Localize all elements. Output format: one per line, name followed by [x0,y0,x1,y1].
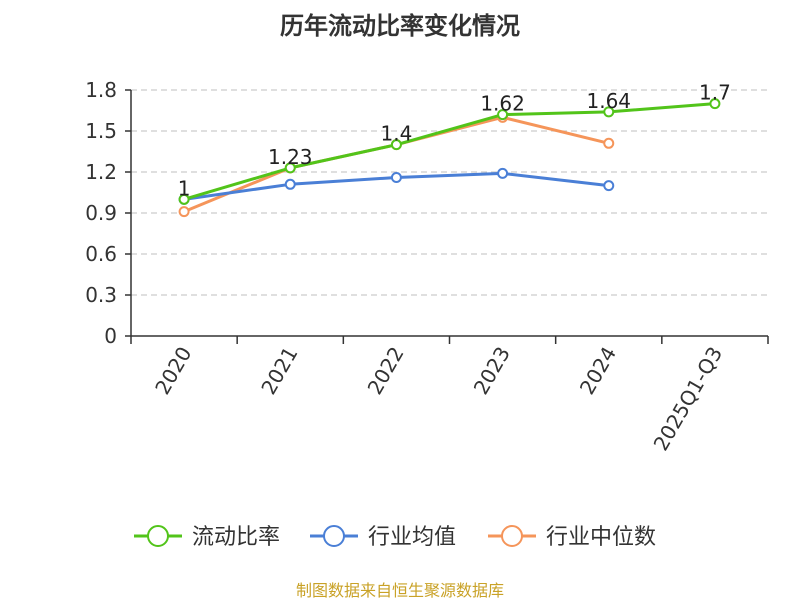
x-tick-label: 2023 [469,343,515,399]
legend-label: 行业均值 [368,525,456,550]
data-point [603,137,615,149]
legend-swatch-marker [501,525,523,547]
data-point [178,193,190,205]
axes: 0 0.3 0.6 0.9 1.2 1.5 1.8 2020 2021 2022 2023 2024 2… [85,78,769,455]
y-tick-label: 1.5 [85,119,117,143]
source-note: 制图数据来自恒生聚源数据库 [296,581,504,600]
grid-lines [131,89,768,296]
data-point [390,171,402,183]
legend-item[interactable]: 行业均值 [310,525,456,550]
y-tick-label: 0.9 [85,201,117,225]
y-tick-label: 0.6 [85,242,117,266]
data-label: 1.62 [480,92,525,116]
chart-title: 历年流动比率变化情况 [280,12,520,40]
data-point [497,109,509,121]
data-point [497,167,509,179]
data-label: 1.23 [268,145,313,169]
x-tick-label: 2022 [363,343,409,399]
data-point [390,139,402,151]
x-tick-label: 2021 [256,343,302,399]
data-label: 1.7 [699,81,731,105]
data-point [709,98,721,110]
data-point [284,178,296,190]
x-tick-label: 2024 [575,343,621,399]
y-tick-label: 1.2 [85,160,117,184]
y-tick-label: 0.3 [85,283,117,307]
series-lines [178,98,721,218]
legend-item[interactable]: 行业中位数 [488,525,656,550]
data-label: 1.4 [381,122,413,146]
legend-label: 行业中位数 [546,525,656,550]
data-labels: 1 1.23 1.4 1.62 1.64 1.7 [178,81,731,201]
data-point [603,106,615,118]
legend[interactable]: 流动比率 行业均值 行业中位数 [134,525,656,550]
series-line [182,102,717,201]
data-point [178,206,190,218]
legend-label: 流动比率 [192,525,280,550]
x-tick-label: 2020 [150,343,196,399]
y-tick-label: 0 [104,324,117,348]
data-label: 1.64 [586,89,631,113]
data-point [284,162,296,174]
x-tick-label: 2025Q1-Q3 [649,343,728,455]
legend-item[interactable]: 流动比率 [134,525,280,550]
legend-swatch-marker [323,525,345,547]
legend-swatch-marker [147,525,169,547]
y-tick-label: 1.8 [85,78,117,102]
data-label: 1 [178,176,191,200]
data-point [603,180,615,192]
